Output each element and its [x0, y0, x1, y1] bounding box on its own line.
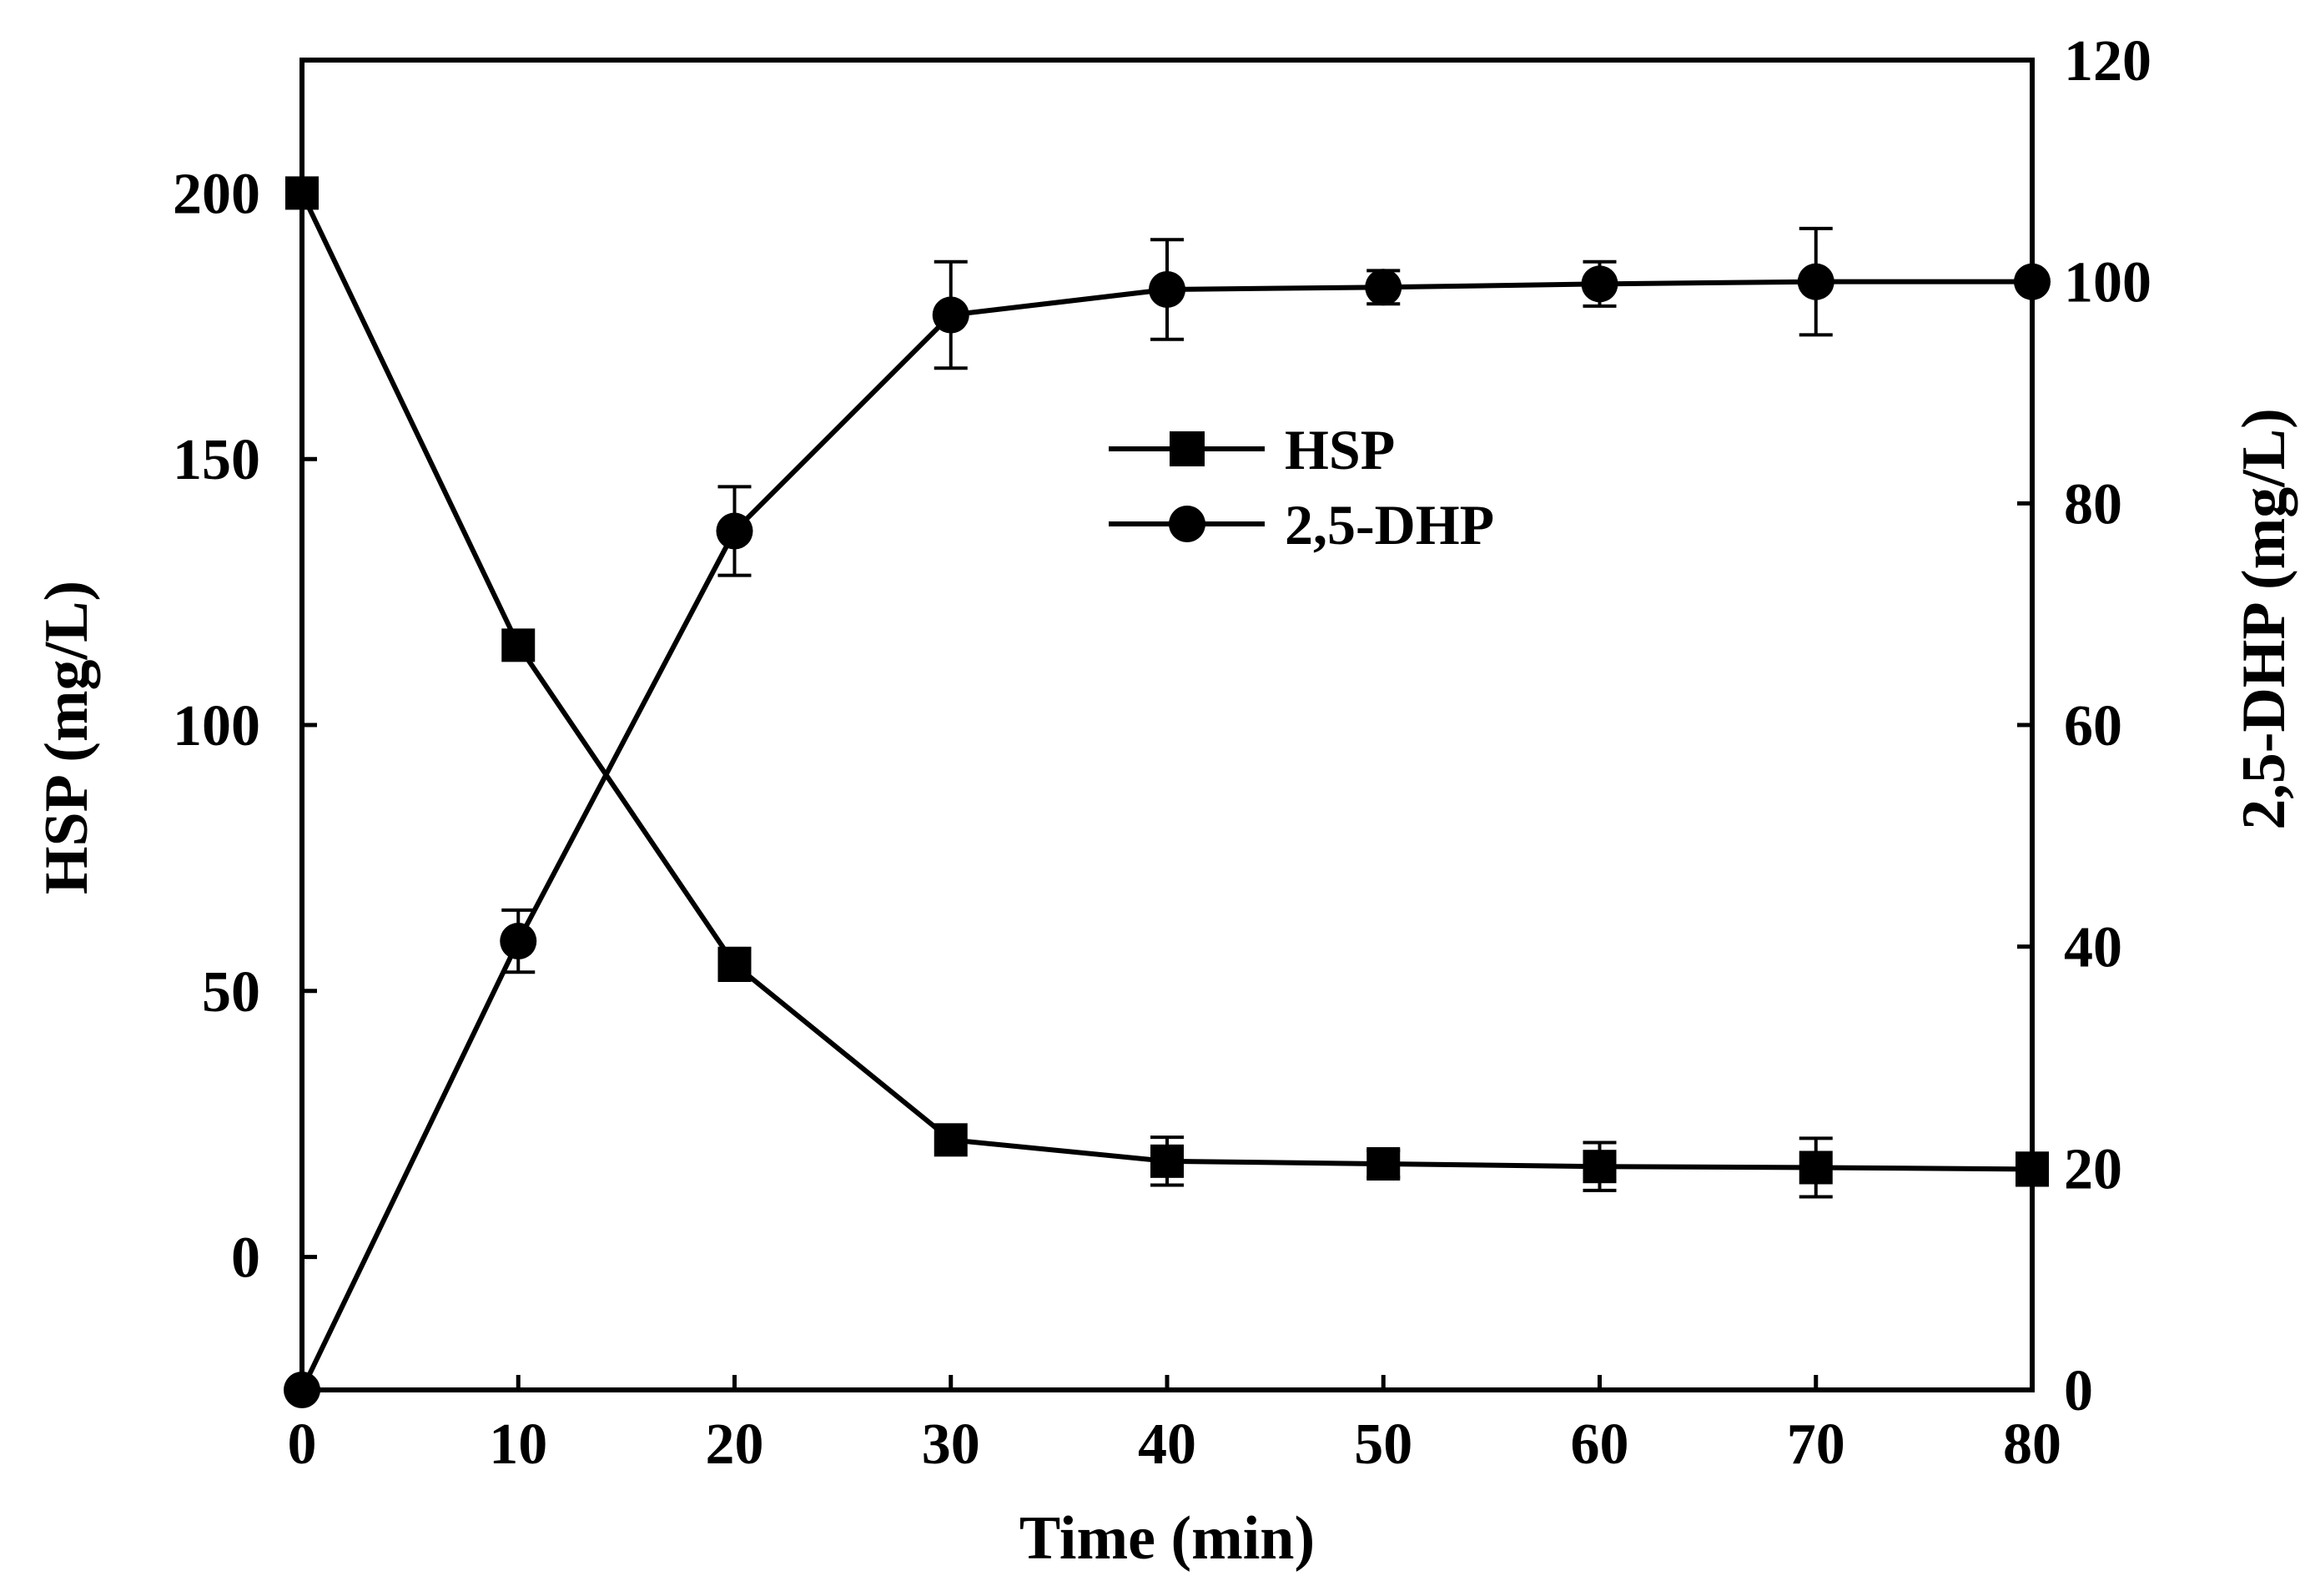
- y-left-tick-label: 50: [202, 960, 260, 1025]
- plot-frame: [299, 58, 2035, 1392]
- y-left-tick-label: 200: [173, 162, 260, 226]
- series-2-5-dhp-point: [1797, 263, 1834, 300]
- series-2-5-dhp-point: [932, 296, 969, 334]
- series-2-5-dhp-point: [500, 923, 537, 960]
- y-right-tick-label: 60: [2064, 694, 2122, 758]
- legend-hsp-label: HSP: [1285, 418, 1395, 481]
- y-right-axis-title: 2,5-DHP (mg/L): [2230, 408, 2298, 830]
- y-right-tick-label: 120: [2064, 29, 2151, 93]
- x-tick-label: 10: [489, 1412, 547, 1477]
- x-tick-label: 30: [922, 1412, 980, 1477]
- y-right-tick-label: 80: [2064, 472, 2122, 536]
- y-right-tick-label: 20: [2064, 1137, 2122, 1201]
- x-tick-label: 80: [2003, 1412, 2061, 1477]
- legend: HSP 2,5-DHP: [1109, 418, 1494, 556]
- x-tick-label: 60: [1571, 1412, 1629, 1477]
- ticks-layer: 0 10 20 30 40 50 60 70 8005010015020002040608010…: [173, 29, 2151, 1477]
- series-2-5-dhp-point: [1581, 265, 1618, 303]
- y-right-tick-label: 40: [2064, 916, 2122, 980]
- series-hsp-point: [934, 1123, 968, 1157]
- y-left-tick-label: 150: [173, 428, 260, 492]
- series-2-5-dhp-point: [716, 512, 753, 550]
- series-hsp-point: [1366, 1147, 1401, 1181]
- series-2-5-dhp-point: [1149, 270, 1185, 308]
- series-hsp-point: [501, 628, 536, 662]
- x-tick-label: 70: [1787, 1412, 1845, 1477]
- y-left-axis-title: HSP (mg/L): [33, 581, 101, 894]
- y-left-tick-label: 0: [231, 1226, 260, 1291]
- series-hsp-point: [1799, 1150, 1833, 1185]
- x-tick-label: 50: [1354, 1412, 1412, 1477]
- y-right-tick-label: 0: [2064, 1359, 2093, 1423]
- legend-dhp-label: 2,5-DHP: [1285, 493, 1494, 556]
- y-right-tick-label: 100: [2064, 251, 2151, 315]
- series-hsp-point: [1583, 1150, 1617, 1184]
- series-hsp-point: [717, 947, 752, 981]
- x-axis-title: Time (min): [1019, 1504, 1315, 1573]
- x-tick-label: 20: [706, 1412, 764, 1477]
- series-hsp-point: [1150, 1144, 1184, 1178]
- legend-dhp-marker: [1169, 506, 1205, 542]
- x-tick-label: 40: [1138, 1412, 1196, 1477]
- x-tick-label: 0: [288, 1412, 317, 1477]
- y-left-tick-label: 100: [173, 694, 260, 758]
- series-2-5-dhp-point: [1365, 269, 1402, 306]
- series-layer: [284, 176, 2051, 1408]
- legend-hsp-marker: [1170, 431, 1205, 466]
